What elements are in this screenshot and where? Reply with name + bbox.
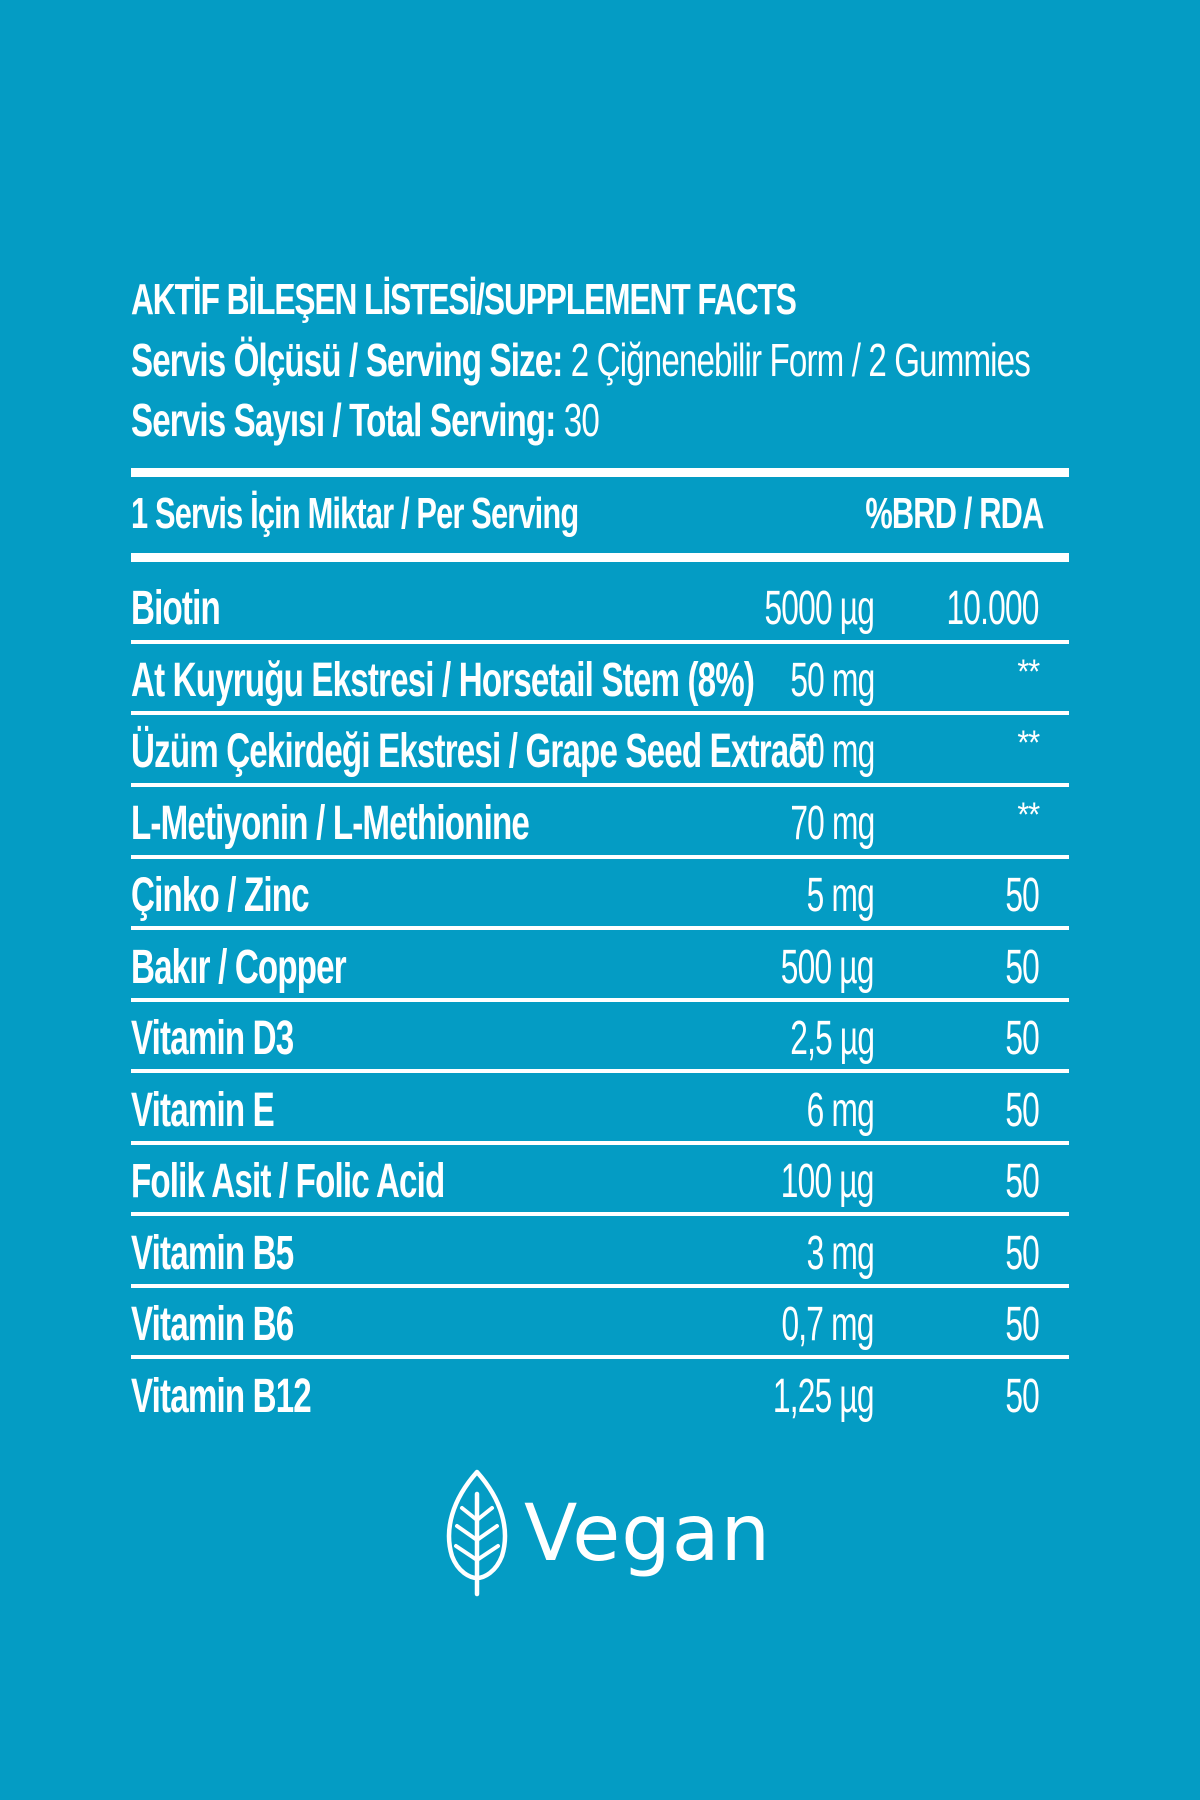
ingredient-amount: 50 mg	[789, 654, 875, 707]
ingredient-rda: **	[1017, 796, 1040, 834]
serving-size-value: 2 Çiğnenebilir Form / 2 Gummies	[562, 334, 1031, 386]
ingredient-rda: 50	[1005, 1370, 1039, 1423]
row-divider	[131, 998, 1069, 1002]
ingredient-name: Üzüm Çekirdeği Ekstresi / Grape Seed Ext…	[131, 725, 817, 778]
table-header-rule	[131, 553, 1069, 562]
ingredient-amount: 50 mg	[789, 725, 875, 778]
table-header-row: 1 Servis İçin Miktar / Per Serving %BRD …	[131, 483, 1069, 545]
ingredient-name: Folik Asit / Folic Acid	[131, 1155, 445, 1208]
ingredient-amount: 5 mg	[806, 869, 875, 922]
ingredient-amount: 6 mg	[806, 1084, 875, 1137]
row-divider	[131, 926, 1069, 930]
serving-size-line: Servis Ölçüsü / Serving Size: 2 Çiğneneb…	[131, 330, 1031, 390]
ingredient-rda: **	[1017, 653, 1040, 691]
table-row: Folik Asit / Folic Acid 100 µg 50	[131, 1148, 1069, 1216]
table-row: L-Metiyonin / L-Methionine 70 mg **	[131, 790, 1069, 858]
ingredient-rda: 50	[1005, 869, 1039, 922]
ingredient-rda: 50	[1005, 1227, 1039, 1280]
ingredient-name: Vitamin B6	[131, 1298, 294, 1351]
rda-header: %BRD / RDA	[864, 489, 1044, 538]
ingredient-rda: 50	[1005, 1298, 1039, 1351]
table-row: Vitamin D3 2,5 µg 50	[131, 1005, 1069, 1073]
table-top-rule	[131, 468, 1069, 477]
ingredient-rda: 10.000	[946, 582, 1040, 635]
total-serving-label: Servis Sayısı / Total Serving:	[131, 394, 556, 446]
table-row: Çinko / Zinc 5 mg 50	[131, 862, 1069, 930]
ingredient-name: Vitamin D3	[131, 1012, 294, 1065]
ingredient-name: Biotin	[131, 582, 221, 635]
total-serving-value: 30	[555, 394, 600, 446]
row-divider	[131, 1355, 1069, 1359]
leaf-icon	[446, 1469, 508, 1597]
table-row: Üzüm Çekirdeği Ekstresi / Grape Seed Ext…	[131, 718, 1069, 786]
vegan-label: Vegan	[524, 1489, 772, 1579]
table-row: Vitamin B5 3 mg 50	[131, 1220, 1069, 1288]
ingredient-amount: 0,7 mg	[781, 1298, 875, 1351]
table-row: Biotin 5000 µg 10.000	[131, 575, 1069, 643]
ingredient-rda: 50	[1005, 941, 1039, 994]
serving-size-label: Servis Ölçüsü / Serving Size:	[131, 334, 563, 386]
ingredient-amount: 1,25 µg	[773, 1370, 875, 1423]
row-divider	[131, 640, 1069, 644]
panel-title: AKTİF BİLEŞEN LİSTESİ/SUPPLEMENT FACTS	[131, 275, 797, 324]
table-row: Vitamin B12 1,25 µg 50	[131, 1363, 1069, 1431]
total-serving-line: Servis Sayısı / Total Serving: 30	[131, 390, 806, 450]
ingredient-name: At Kuyruğu Ekstresi / Horsetail Stem (8%…	[131, 654, 755, 707]
ingredient-name: Bakır / Copper	[131, 941, 347, 994]
ingredient-amount: 5000 µg	[764, 582, 874, 635]
vegan-badge: Vegan	[442, 1468, 772, 1598]
ingredient-amount: 2,5 µg	[790, 1012, 875, 1065]
row-divider	[131, 1212, 1069, 1216]
row-divider	[131, 1069, 1069, 1073]
table-row: At Kuyruğu Ekstresi / Horsetail Stem (8%…	[131, 647, 1069, 715]
ingredient-amount: 100 µg	[781, 1155, 875, 1208]
supplement-facts-panel: AKTİF BİLEŞEN LİSTESİ/SUPPLEMENT FACTS S…	[131, 270, 1069, 1423]
table-row: Bakır / Copper 500 µg 50	[131, 934, 1069, 1002]
ingredient-rda: 50	[1005, 1012, 1039, 1065]
row-divider	[131, 783, 1069, 787]
ingredient-name: Vitamin E	[131, 1084, 275, 1137]
ingredient-name: Vitamin B12	[131, 1370, 312, 1423]
row-divider	[131, 711, 1069, 715]
ingredient-amount: 70 mg	[789, 797, 875, 850]
ingredient-amount: 500 µg	[781, 941, 875, 994]
table-row: Vitamin E 6 mg 50	[131, 1077, 1069, 1145]
row-divider	[131, 1284, 1069, 1288]
ingredient-name: Vitamin B5	[131, 1227, 294, 1280]
table-row: Vitamin B6 0,7 mg 50	[131, 1291, 1069, 1359]
ingredient-rda: **	[1017, 724, 1040, 762]
row-divider	[131, 855, 1069, 859]
row-divider	[131, 1141, 1069, 1145]
per-serving-header: 1 Servis İçin Miktar / Per Serving	[131, 489, 579, 538]
ingredient-rda: 50	[1005, 1084, 1039, 1137]
ingredient-name: Çinko / Zinc	[131, 869, 310, 922]
ingredient-rda: 50	[1005, 1155, 1039, 1208]
ingredient-amount: 3 mg	[806, 1227, 875, 1280]
ingredient-name: L-Metiyonin / L-Methionine	[131, 797, 530, 850]
